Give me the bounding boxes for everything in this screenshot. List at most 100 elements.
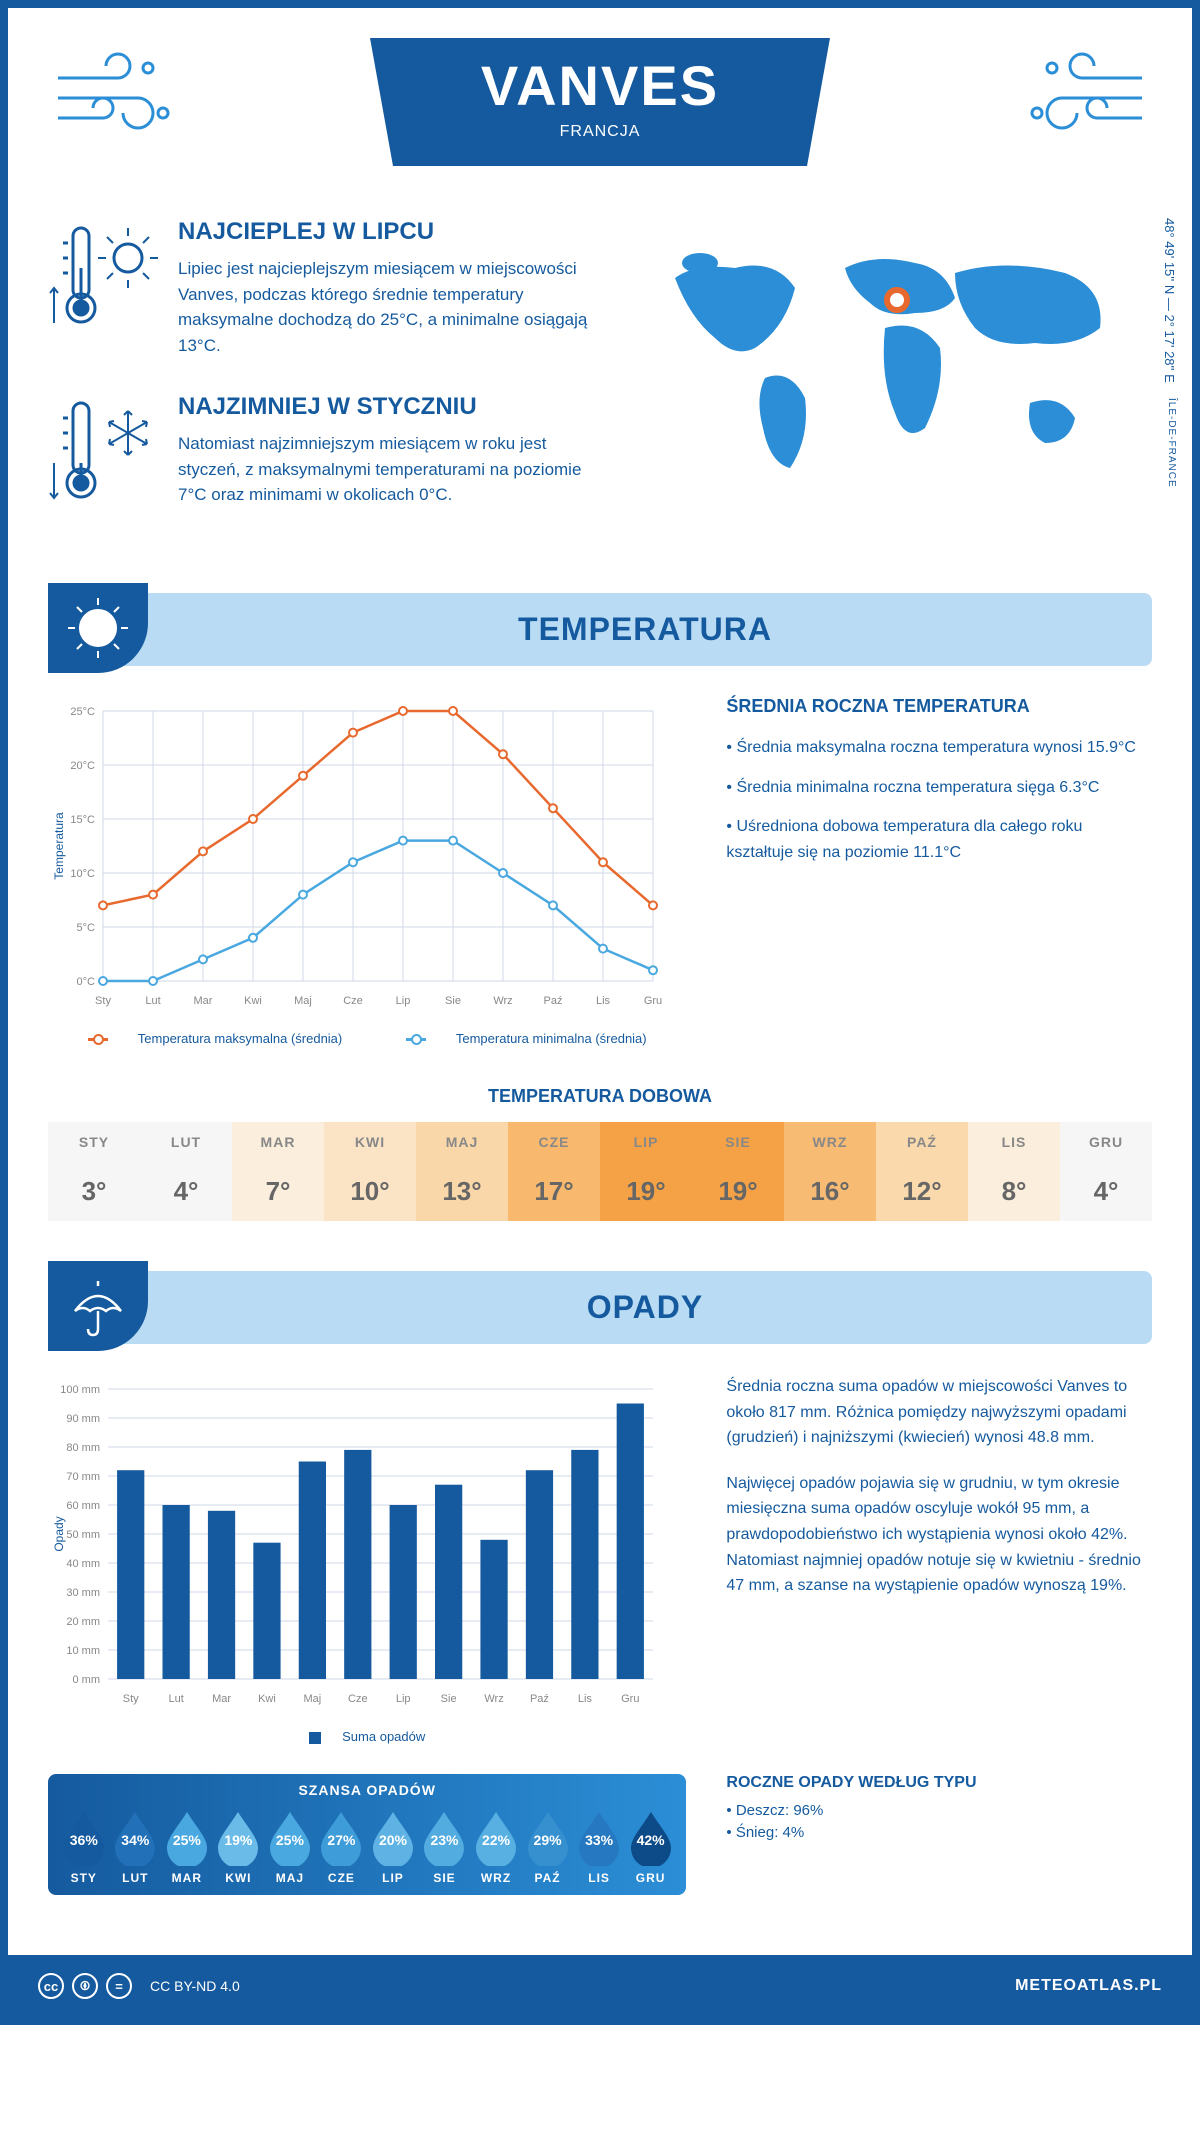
thermometer-snow-icon <box>48 393 158 518</box>
fact-warmest: NAJCIEPLEJ W LIPCU Lipiec jest najcieple… <box>48 218 605 358</box>
month-header: LIS <box>968 1122 1060 1162</box>
fact-warm-text: Lipiec jest najcieplejszym miesiącem w m… <box>178 256 605 358</box>
svg-text:Mar: Mar <box>212 1693 231 1705</box>
precipitation-chart: 0 mm10 mm20 mm30 mm40 mm50 mm60 mm70 mm8… <box>48 1374 686 1744</box>
city-title: VANVES <box>370 53 830 118</box>
coordinates: 48° 49' 15'' N — 2° 17' 28'' E <box>1162 218 1177 383</box>
svg-text:0 mm: 0 mm <box>73 1674 101 1686</box>
section-header-temperature: TEMPERATURA <box>48 593 1152 666</box>
svg-text:20 mm: 20 mm <box>66 1616 100 1628</box>
chance-drop: 33%LIS <box>575 1808 623 1885</box>
chance-drop: 20%LIP <box>369 1808 417 1885</box>
country-subtitle: FRANCJA <box>370 123 830 141</box>
chance-drop: 34%LUT <box>111 1808 159 1885</box>
svg-text:10°C: 10°C <box>70 868 95 880</box>
svg-text:Lip: Lip <box>396 1693 411 1705</box>
svg-text:Lis: Lis <box>578 1693 593 1705</box>
svg-text:Gru: Gru <box>621 1693 639 1705</box>
cc-icon: cc <box>38 1973 64 1999</box>
header: VANVES FRANCJA <box>48 38 1152 188</box>
month-header: LIP <box>600 1122 692 1162</box>
chance-drop: 36%STY <box>60 1808 108 1885</box>
temperature-info: ŚREDNIA ROCZNA TEMPERATURA • Średnia mak… <box>726 696 1152 1046</box>
month-header: STY <box>48 1122 140 1162</box>
section-title: TEMPERATURA <box>158 611 1132 648</box>
temp-value: 17° <box>508 1162 600 1221</box>
wind-icon <box>48 48 188 143</box>
svg-text:25°C: 25°C <box>70 706 95 718</box>
svg-text:Temperatura: Temperatura <box>52 812 66 880</box>
chance-drop: 22%WRZ <box>472 1808 520 1885</box>
chance-title: SZANSA OPADÓW <box>48 1782 686 1798</box>
month-header: WRZ <box>784 1122 876 1162</box>
svg-text:30 mm: 30 mm <box>66 1587 100 1599</box>
month-header: MAR <box>232 1122 324 1162</box>
region-label: ÎLE-DE-FRANCE <box>1166 398 1177 488</box>
svg-text:Sie: Sie <box>441 1693 457 1705</box>
temp-value: 12° <box>876 1162 968 1221</box>
svg-text:Paź: Paź <box>530 1693 549 1705</box>
svg-text:Gru: Gru <box>644 995 662 1007</box>
svg-text:Sie: Sie <box>445 995 461 1007</box>
month-header: PAŹ <box>876 1122 968 1162</box>
chance-drop: 27%CZE <box>317 1808 365 1885</box>
svg-text:Maj: Maj <box>304 1693 322 1705</box>
svg-text:10 mm: 10 mm <box>66 1645 100 1657</box>
svg-text:90 mm: 90 mm <box>66 1413 100 1425</box>
chance-drop: 42%GRU <box>627 1808 675 1885</box>
svg-text:Lut: Lut <box>168 1693 183 1705</box>
precipitation-chance: SZANSA OPADÓW 36%STY34%LUT25%MAR19%KWI25… <box>48 1774 686 1895</box>
sun-icon <box>48 583 148 673</box>
temp-value: 13° <box>416 1162 508 1221</box>
chance-drop: 23%SIE <box>420 1808 468 1885</box>
svg-text:0°C: 0°C <box>77 976 96 988</box>
temp-value: 8° <box>968 1162 1060 1221</box>
svg-text:Kwi: Kwi <box>244 995 262 1007</box>
month-header: KWI <box>324 1122 416 1162</box>
by-icon: 🅯 <box>72 1973 98 1999</box>
nd-icon: = <box>106 1973 132 1999</box>
section-title: OPADY <box>158 1289 1132 1326</box>
svg-text:50 mm: 50 mm <box>66 1529 100 1541</box>
thermometer-sun-icon <box>48 218 158 358</box>
temp-value: 19° <box>600 1162 692 1221</box>
precipitation-by-type: ROCZNE OPADY WEDŁUG TYPU • Deszcz: 96% •… <box>726 1774 1152 1846</box>
svg-text:Wrz: Wrz <box>493 995 512 1007</box>
site-name: METEOATLAS.PL <box>1015 1977 1162 1995</box>
svg-text:Mar: Mar <box>194 995 213 1007</box>
svg-text:Lip: Lip <box>396 995 411 1007</box>
temp-value: 4° <box>140 1162 232 1221</box>
type-title: ROCZNE OPADY WEDŁUG TYPU <box>726 1774 1152 1792</box>
svg-text:20°C: 20°C <box>70 760 95 772</box>
umbrella-icon <box>48 1261 148 1351</box>
svg-text:Paź: Paź <box>544 995 563 1007</box>
svg-text:15°C: 15°C <box>70 814 95 826</box>
svg-text:Wrz: Wrz <box>484 1693 503 1705</box>
daily-temp-title: TEMPERATURA DOBOWA <box>48 1086 1152 1107</box>
license-text: CC BY-ND 4.0 <box>150 1978 240 1994</box>
temp-value: 10° <box>324 1162 416 1221</box>
license-badge: cc 🅯 = CC BY-ND 4.0 <box>38 1973 240 1999</box>
footer: cc 🅯 = CC BY-ND 4.0 METEOATLAS.PL <box>8 1955 1192 2017</box>
svg-text:Opady: Opady <box>52 1516 66 1551</box>
svg-text:80 mm: 80 mm <box>66 1442 100 1454</box>
temperature-chart: 0°C5°C10°C15°C20°C25°CStyLutMarKwiMajCze… <box>48 696 686 1046</box>
month-header: LUT <box>140 1122 232 1162</box>
svg-text:Cze: Cze <box>348 1693 368 1705</box>
info-title: ŚREDNIA ROCZNA TEMPERATURA <box>726 696 1152 717</box>
chance-drop: 29%PAŹ <box>524 1808 572 1885</box>
title-banner: VANVES FRANCJA <box>370 38 830 166</box>
fact-cold-title: NAJZIMNIEJ W STYCZNIU <box>178 393 605 421</box>
svg-text:Cze: Cze <box>343 995 363 1007</box>
svg-text:60 mm: 60 mm <box>66 1500 100 1512</box>
daily-temperature-table: TEMPERATURA DOBOWA STYLUTMARKWIMAJCZELIP… <box>48 1086 1152 1221</box>
temp-value: 3° <box>48 1162 140 1221</box>
wind-icon <box>1012 48 1152 143</box>
svg-text:Lut: Lut <box>145 995 160 1007</box>
month-header: CZE <box>508 1122 600 1162</box>
temp-value: 19° <box>692 1162 784 1221</box>
month-header: GRU <box>1060 1122 1152 1162</box>
temp-value: 16° <box>784 1162 876 1221</box>
chance-drop: 25%MAR <box>163 1808 211 1885</box>
month-header: SIE <box>692 1122 784 1162</box>
